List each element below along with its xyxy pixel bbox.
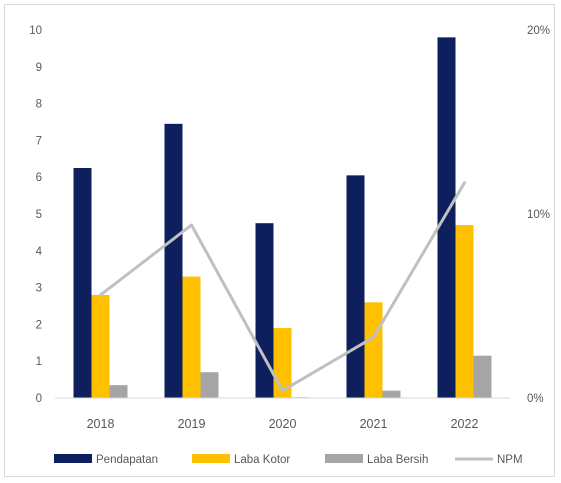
x-tick-label-2021: 2021 [360, 417, 388, 431]
left-tick-label-7: 7 [36, 135, 42, 147]
legend-label-npm: NPM [497, 454, 523, 466]
bar-pendapatan-2019 [164, 123, 183, 398]
legend-swatch-laba-kotor [192, 454, 230, 463]
point-npm-2021 [373, 336, 374, 338]
bar-laba-kotor-2022 [455, 225, 474, 398]
left-tick-label-10: 10 [29, 25, 42, 37]
right-tick-label-10: 10% [527, 209, 550, 221]
bar-laba-bersih-2022 [473, 355, 492, 398]
bar-pendapatan-2021 [346, 175, 365, 398]
left-tick-label-3: 3 [36, 283, 42, 295]
right-axis-ticks: 0% 10% 20% [527, 25, 550, 405]
bar-laba-bersih-2019 [200, 372, 219, 398]
bar-laba-kotor-2021 [364, 302, 383, 398]
bar-pendapatan-2018 [73, 168, 92, 398]
bar-laba-kotor-2019 [182, 276, 201, 398]
legend-label-laba-bersih: Laba Bersih [367, 454, 428, 466]
x-tick-label-2018: 2018 [87, 417, 115, 431]
left-axis-ticks: 0 1 2 3 4 5 6 7 8 9 10 [29, 25, 42, 405]
legend-label-laba-kotor: Laba Kotor [234, 454, 290, 466]
legend-label-pendapatan: Pendapatan [96, 454, 158, 466]
bars-layer [73, 37, 492, 399]
bar-laba-bersih-2018 [109, 385, 128, 398]
left-tick-label-5: 5 [36, 209, 42, 221]
left-tick-label-9: 9 [36, 62, 42, 74]
point-npm-2018 [100, 294, 101, 296]
left-tick-label-2: 2 [36, 319, 42, 331]
left-tick-label-1: 1 [36, 356, 42, 368]
point-npm-2020 [282, 390, 283, 392]
left-tick-label-8: 8 [36, 99, 42, 111]
point-npm-2022 [464, 182, 465, 184]
bar-pendapatan-2020 [255, 223, 274, 398]
right-tick-label-20: 20% [527, 25, 550, 37]
x-tick-label-2019: 2019 [178, 417, 206, 431]
bar-pendapatan-2022 [437, 37, 456, 399]
legend-swatch-laba-bersih [325, 454, 363, 463]
left-tick-label-0: 0 [36, 393, 42, 405]
x-axis-ticks: 2018 2019 2020 2021 2022 [87, 417, 479, 431]
right-tick-label-0: 0% [527, 393, 544, 405]
x-tick-label-2022: 2022 [451, 417, 479, 431]
legend: Pendapatan Laba Kotor Laba Bersih NPM [54, 454, 523, 466]
bar-laba-bersih-2021 [382, 390, 401, 398]
point-npm-2019 [191, 224, 192, 226]
legend-swatch-pendapatan [54, 454, 92, 463]
line-layer [99, 181, 466, 393]
left-tick-label-6: 6 [36, 172, 42, 184]
bar-laba-kotor-2018 [91, 294, 110, 398]
x-tick-label-2020: 2020 [269, 417, 297, 431]
left-tick-label-4: 4 [36, 246, 43, 258]
